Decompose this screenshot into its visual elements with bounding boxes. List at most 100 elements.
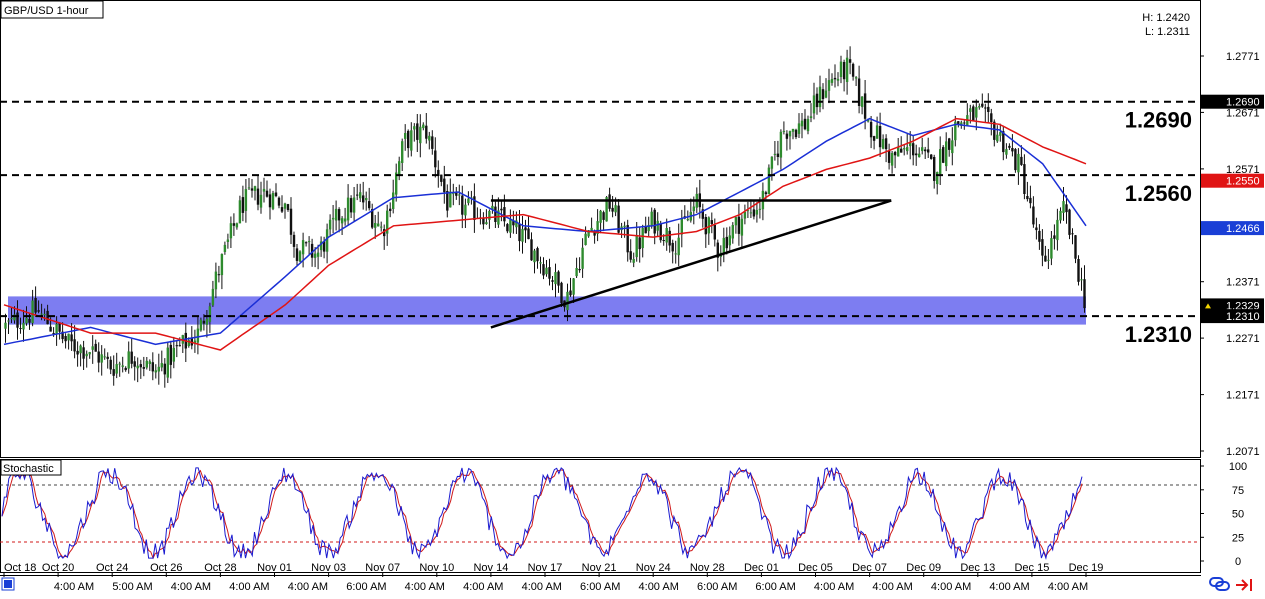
candle xyxy=(97,342,100,373)
candle xyxy=(304,241,308,247)
candle xyxy=(812,82,816,120)
stochastic-axis: 100 75 50 25 0 xyxy=(1200,461,1247,568)
candle xyxy=(356,183,359,201)
candle xyxy=(157,353,160,385)
candle xyxy=(133,356,136,381)
candle xyxy=(584,226,587,246)
candle xyxy=(668,227,671,253)
price-tick-label: 1.2371 xyxy=(1226,277,1260,289)
candle xyxy=(737,203,741,246)
candle xyxy=(280,195,284,213)
time-scroll-thumb[interactable] xyxy=(4,580,12,588)
candle xyxy=(407,129,410,158)
candle xyxy=(1050,231,1053,266)
candle xyxy=(1077,255,1080,286)
candle xyxy=(485,209,488,225)
candle xyxy=(839,55,843,84)
candle xyxy=(88,351,91,359)
candle xyxy=(725,227,728,255)
candle xyxy=(509,209,512,238)
time-tick-label: 5:00 AM xyxy=(112,581,152,593)
triangle-pattern xyxy=(490,199,892,329)
candle xyxy=(136,357,139,383)
date-tick-label: Dec 07 xyxy=(852,562,887,574)
candle xyxy=(981,93,984,108)
candle xyxy=(677,223,680,267)
time-tick-label: 4:00 AM xyxy=(1048,581,1088,593)
candle xyxy=(145,357,148,370)
candle xyxy=(386,204,389,246)
candle xyxy=(800,113,804,139)
candle xyxy=(217,265,221,283)
candle xyxy=(1005,143,1008,159)
level-label-1: 1.2690 xyxy=(1125,108,1192,133)
date-tick-label: Dec 13 xyxy=(960,562,995,574)
candle xyxy=(106,352,109,369)
candle xyxy=(776,140,780,166)
candle xyxy=(139,359,142,379)
candle xyxy=(46,304,49,325)
time-tick-label: 6:00 AM xyxy=(346,581,386,593)
candle xyxy=(103,348,106,360)
candle xyxy=(205,310,209,338)
candle xyxy=(638,226,641,263)
candle xyxy=(112,355,115,386)
candle xyxy=(494,201,497,228)
candle xyxy=(773,141,777,161)
time-tick-label: 4:00 AM xyxy=(171,581,211,593)
candle xyxy=(398,156,401,181)
candle xyxy=(124,366,127,372)
candle xyxy=(1008,143,1011,150)
candle xyxy=(359,183,362,202)
candle xyxy=(419,114,422,158)
candle xyxy=(428,131,431,150)
price-tick-label: 1.2171 xyxy=(1226,390,1260,402)
candle xyxy=(172,336,175,369)
candle xyxy=(782,121,786,135)
candle xyxy=(632,252,635,268)
candle xyxy=(933,154,936,189)
level-label-3: 1.2310 xyxy=(1125,322,1192,347)
candle xyxy=(127,341,130,374)
candle xyxy=(7,318,10,334)
candle xyxy=(626,219,629,262)
svg-text:1.2550: 1.2550 xyxy=(1226,176,1260,188)
stoch-tick-label: 50 xyxy=(1232,509,1244,521)
candle xyxy=(380,221,383,232)
candle xyxy=(875,116,879,139)
stoch-k-line xyxy=(1,466,1083,560)
candle xyxy=(689,198,692,223)
candle xyxy=(346,184,350,226)
candle xyxy=(362,181,365,210)
badge-3: 1.2310 xyxy=(1201,309,1264,324)
candle xyxy=(599,209,602,234)
candle xyxy=(115,352,118,379)
candle xyxy=(1020,145,1023,166)
candle xyxy=(794,128,798,140)
high-readout: H: 1.2420 xyxy=(1142,12,1190,24)
candle xyxy=(629,239,632,263)
candle xyxy=(830,73,834,86)
time-tick-label: 4:00 AM xyxy=(463,581,503,593)
candle xyxy=(788,130,792,150)
current-price-marker xyxy=(1205,303,1211,309)
candle xyxy=(650,207,653,229)
date-tick-label: Nov 10 xyxy=(419,562,454,574)
candle xyxy=(749,199,753,218)
time-tick-label: 4:00 AM xyxy=(229,581,269,593)
stoch-tick-label: 0 xyxy=(1235,556,1241,568)
candle xyxy=(154,364,157,379)
candle xyxy=(704,214,707,248)
candle xyxy=(467,191,470,206)
candle xyxy=(374,215,377,239)
date-tick-label: Nov 28 xyxy=(690,562,725,574)
candle xyxy=(915,144,918,166)
low-readout: L: 1.2311 xyxy=(1145,26,1190,38)
candle xyxy=(241,185,245,222)
link-icon[interactable] xyxy=(1209,577,1230,591)
scroll-right-icon[interactable] xyxy=(1236,579,1252,591)
time-axis: Oct 18 Oct 20 Oct 24 Oct 26 Oct 28 Nov 01 Nov … xyxy=(1,562,1103,593)
candle xyxy=(539,256,542,274)
candle xyxy=(551,276,554,291)
svg-text:1.2690: 1.2690 xyxy=(1226,97,1260,109)
